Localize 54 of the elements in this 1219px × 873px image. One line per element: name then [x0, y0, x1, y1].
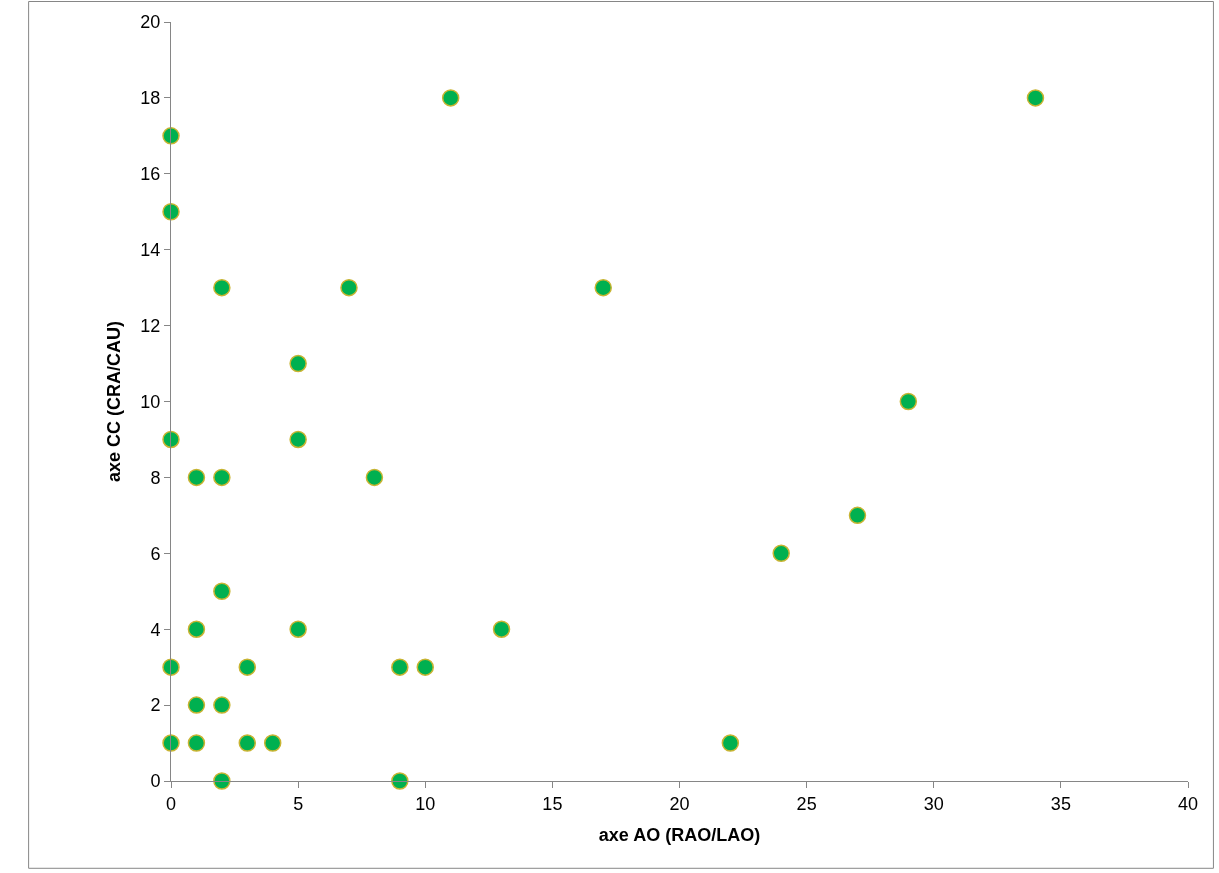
point [340, 278, 358, 297]
point [391, 772, 409, 790]
y-tick-label: 10 [140, 391, 161, 412]
point [238, 658, 257, 676]
y-tick-label: 18 [140, 88, 161, 109]
point [162, 658, 180, 676]
point [289, 430, 307, 449]
point [441, 89, 460, 107]
point [213, 278, 231, 297]
x-tick-label: 15 [542, 793, 563, 814]
y-tick-label: 0 [150, 771, 161, 792]
point [391, 658, 409, 676]
point [213, 696, 231, 714]
y-tick-label: 8 [150, 467, 161, 488]
point [721, 734, 740, 752]
point [365, 468, 384, 487]
x-axis-title: axe AO (RAO/LAO) [598, 824, 761, 845]
x-tick-label: 5 [293, 793, 304, 814]
point [492, 620, 511, 638]
point [187, 620, 206, 638]
point [162, 203, 180, 221]
point [187, 734, 206, 752]
point [213, 468, 231, 487]
x-tick-label: 35 [1050, 793, 1071, 814]
point [162, 127, 180, 145]
y-tick-label: 6 [150, 543, 161, 564]
point [162, 734, 180, 752]
y-axis-title: axe CC (CRA/CAU) [103, 320, 124, 483]
point [594, 278, 612, 297]
y-tick-label: 2 [150, 695, 161, 716]
x-tick-label: 0 [165, 793, 177, 814]
point [162, 430, 180, 449]
x-tick-label: 25 [796, 793, 817, 814]
x-tick-label: 40 [1177, 793, 1199, 814]
y-tick-label: 14 [140, 240, 161, 260]
y-tick-label: 16 [140, 164, 161, 185]
x-tick-label: 20 [669, 793, 690, 814]
point [848, 506, 867, 525]
point [899, 392, 918, 411]
point [187, 696, 206, 714]
x-tick-label: 30 [923, 793, 944, 814]
point [187, 468, 206, 487]
x-tick-label: 10 [415, 793, 436, 814]
point [772, 544, 790, 563]
point [416, 658, 434, 676]
point [1026, 89, 1045, 107]
point [263, 734, 282, 752]
point [289, 354, 307, 373]
y-tick-label: 20 [140, 12, 161, 33]
point [289, 620, 307, 638]
y-tick-label: 4 [150, 619, 161, 640]
y-tick-label: 12 [140, 315, 161, 336]
point [213, 582, 231, 600]
point [238, 734, 257, 752]
